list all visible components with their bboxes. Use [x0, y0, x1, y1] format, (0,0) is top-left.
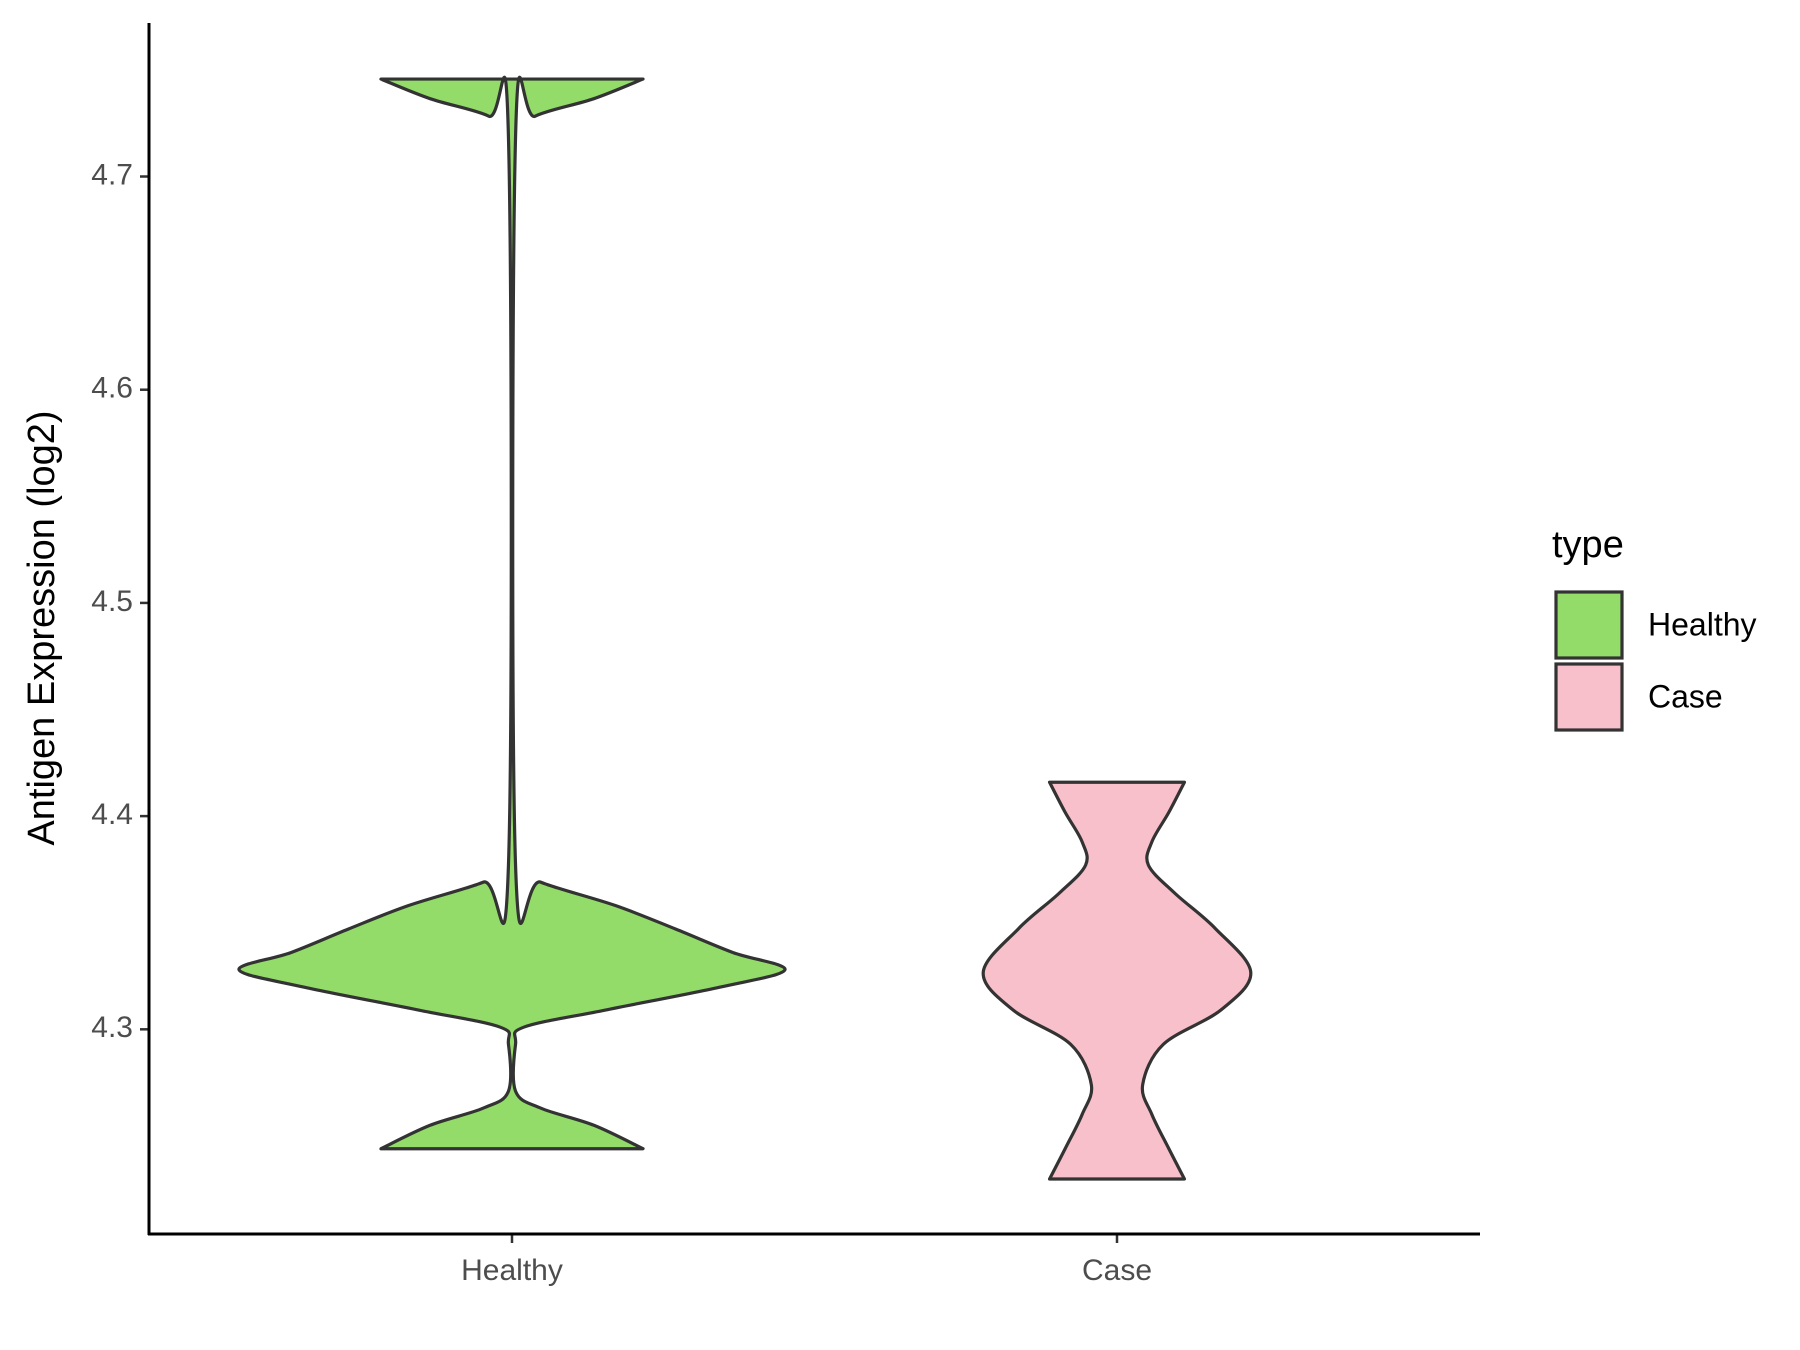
violin: [981, 780, 1253, 1181]
y-tick-label: 4.4: [91, 798, 133, 831]
legend-key: [1554, 590, 1624, 660]
legend-title: type: [1552, 524, 1624, 566]
legend-label: Healthy: [1648, 606, 1757, 642]
y-axis-title: Antigen Expression (log2): [21, 410, 63, 845]
legend-key: [1554, 662, 1624, 732]
violin: [237, 75, 787, 1151]
y-tick-label: 4.3: [91, 1011, 133, 1044]
y-tick-label: 4.5: [91, 585, 133, 618]
y-tick-label: 4.6: [91, 372, 133, 405]
x-tick-label: Case: [1082, 1254, 1152, 1287]
legend-label: Case: [1648, 678, 1723, 714]
y-tick-label: 4.7: [91, 158, 133, 191]
x-tick-label: Healthy: [461, 1254, 563, 1287]
